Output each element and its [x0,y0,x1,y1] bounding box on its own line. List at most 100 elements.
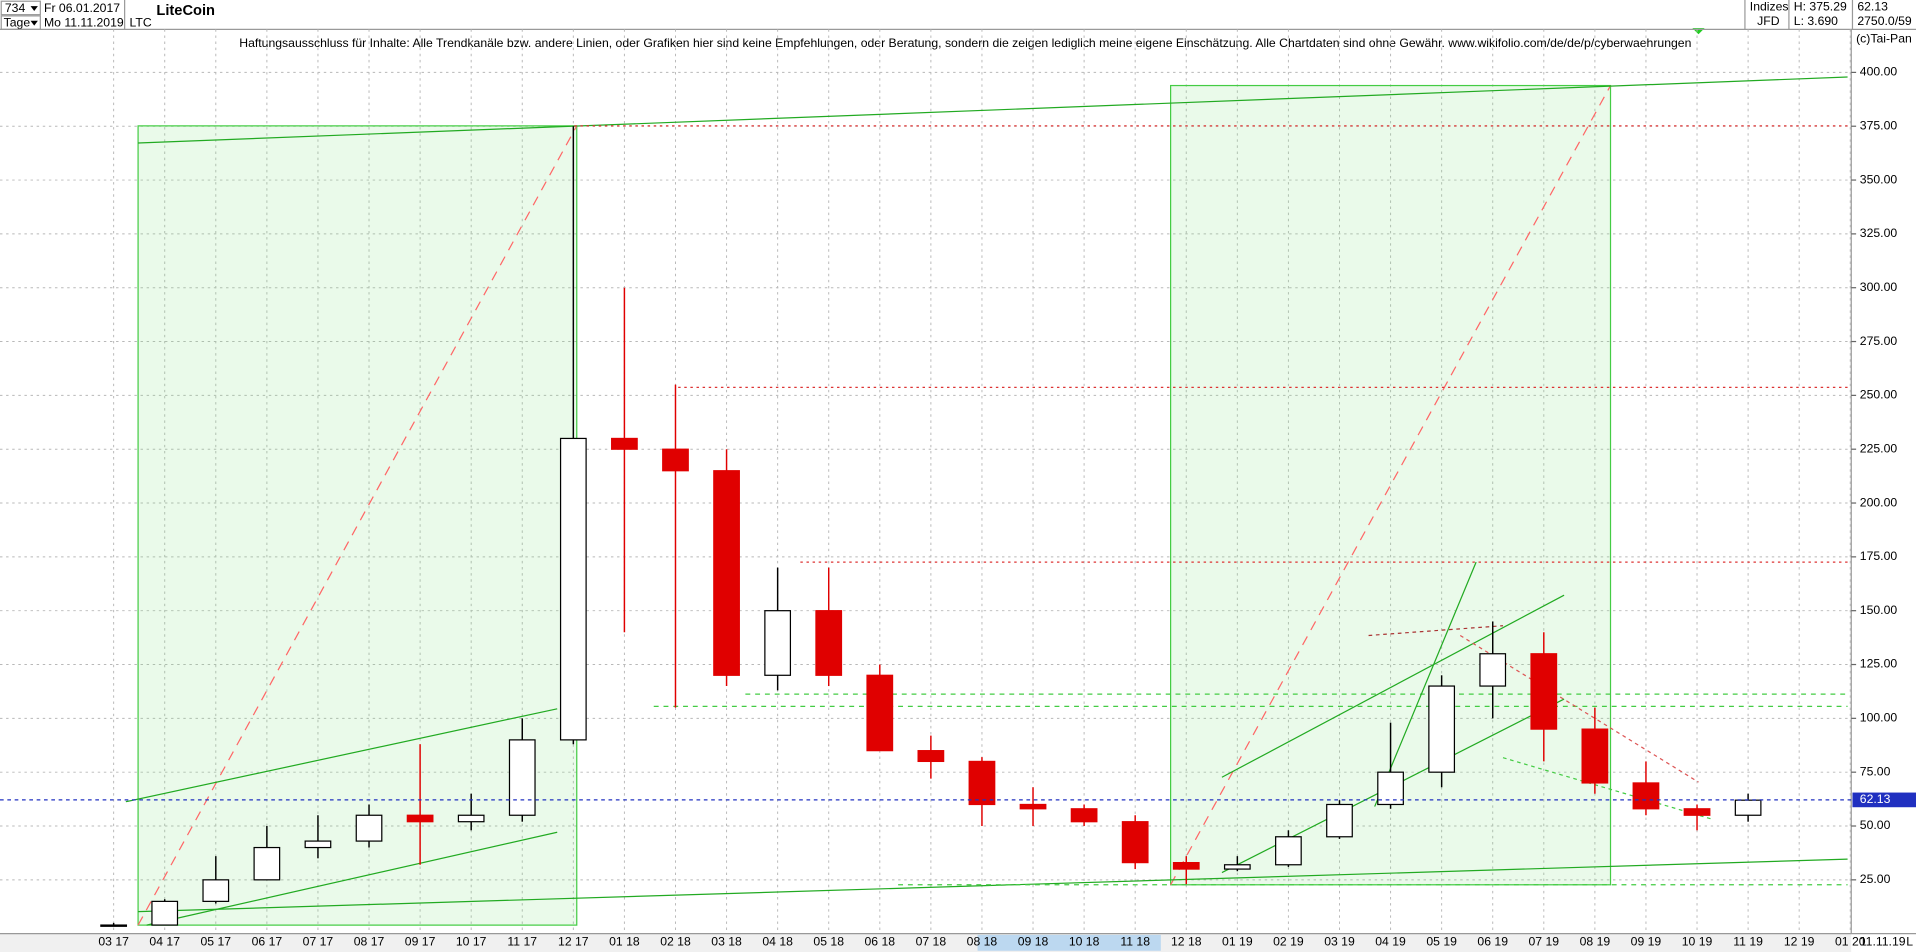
x-tick-label: 01 18 [609,934,640,948]
count[interactable]: 734 [5,1,26,15]
x-tick-label: 04 18 [762,934,793,948]
y-tick-label: 50.00 [1860,818,1891,832]
x-tick-label: 05 19 [1426,934,1457,948]
scale-mode[interactable]: L [1906,934,1913,948]
group: Indizes [1750,0,1789,14]
candle-body [559,437,587,741]
candle-body [253,846,281,881]
candle-body [202,879,230,902]
candle-body [1275,836,1302,866]
candle-body [1070,808,1098,823]
candle-body [1632,782,1660,810]
x-tick-label: 08 19 [1580,934,1611,948]
trend-line [1368,625,1504,637]
x-tick-label: 08 18 [967,934,998,948]
last-price: 62.13 [1857,0,1888,14]
trend-line [146,831,558,926]
candle-body [406,814,434,823]
x-tick-label: 11 17 [507,934,537,948]
y-tick-label: 225.00 [1860,441,1898,455]
y-tick-label: 100.00 [1860,711,1898,725]
dropdown-arrow[interactable] [30,20,38,26]
diagonal [137,125,578,926]
x-tick-label: 09 19 [1631,934,1662,948]
candle-body [457,814,485,823]
high-label: H: 375.29 [1794,0,1847,14]
x-tick-label: 07 18 [916,934,947,948]
candle-body [815,610,843,676]
diagonal [1170,85,1612,886]
candle-body [968,760,996,806]
candle-body [917,750,945,763]
candle-body [1172,862,1200,870]
candle-body [1326,803,1353,838]
period[interactable]: Tage [4,15,31,29]
symbol: LTC [130,15,152,29]
trend-line [138,858,1848,913]
candle-body [764,610,792,676]
candle-body [1479,653,1507,687]
y-tick-label: 125.00 [1860,657,1898,671]
candle-body [508,739,536,816]
x-axis-highlight [977,934,1161,951]
trend-line [138,76,1848,144]
y-tick-label: 275.00 [1860,334,1898,348]
y-tick-label: 25.00 [1860,872,1891,886]
count-box[interactable] [0,0,41,16]
candle-body [1734,799,1762,816]
x-tick-label: 09 18 [1018,934,1049,948]
y-tick-label: 350.00 [1860,172,1898,186]
y-tick-label: 75.00 [1860,764,1891,778]
copyright: (c)Tai-Pan [1856,31,1912,45]
candle-body [100,924,128,927]
x-tick-label: 12 18 [1171,934,1202,948]
date-marker: 11.11.19 [1860,934,1906,948]
drawings [125,76,1848,926]
candle-body [1683,808,1711,816]
chart-title: LiteCoin [156,3,215,19]
candle-body [355,814,383,842]
current-price-label: 62.13 [1860,792,1891,806]
x-tick-label: 02 19 [1273,934,1304,948]
candle-body [1223,864,1251,870]
y-tick-label: 175.00 [1860,549,1898,563]
x-tick-label: 04 19 [1375,934,1406,948]
candle-body [662,448,689,472]
x-tick-label: 03 18 [711,934,742,948]
start-date[interactable]: Fr 06.01.2017 [44,1,120,15]
trend-line [1221,594,1565,778]
x-tick-label: 03 19 [1324,934,1355,948]
y-tick-label: 250.00 [1860,388,1898,402]
candle-body [866,674,894,752]
candle-body [1121,821,1149,864]
x-tick-label: 11 18 [1120,934,1150,948]
dropdown-arrow[interactable] [30,6,38,11]
x-tick-label: 10 17 [456,934,487,948]
x-tick-label: 01 20 [1835,934,1866,948]
x-tick-label: 03 17 [98,934,129,948]
end-date[interactable]: Mo 11.11.2019 [44,15,124,29]
y-tick-label: 325.00 [1860,226,1898,240]
candle-body [1428,685,1456,773]
y-tick-label: 150.00 [1860,603,1898,617]
trend-line [125,708,558,803]
source: JFD [1757,14,1780,28]
low-label: L: 3.690 [1794,14,1838,28]
subtitle: Haftungsausschluss für Inhalte: Alle Tre… [239,36,1691,50]
x-tick-label: 08 17 [354,934,385,948]
x-tick-label: 07 17 [303,934,334,948]
candle-body [1530,653,1558,730]
x-axis-bar [0,933,1852,952]
x-tick-label: 07 19 [1529,934,1560,948]
x-tick-label: 01 19 [1222,934,1253,948]
x-tick-label: 12 19 [1784,934,1815,948]
y-tick-label: 200.00 [1860,495,1898,509]
candle-body [1581,728,1609,784]
x-tick-label: 05 18 [813,934,844,948]
info: 2750.0/59 [1857,14,1912,28]
x-tick-label: 12 17 [558,934,589,948]
candle-body [1019,803,1047,810]
candle-body [304,840,332,849]
